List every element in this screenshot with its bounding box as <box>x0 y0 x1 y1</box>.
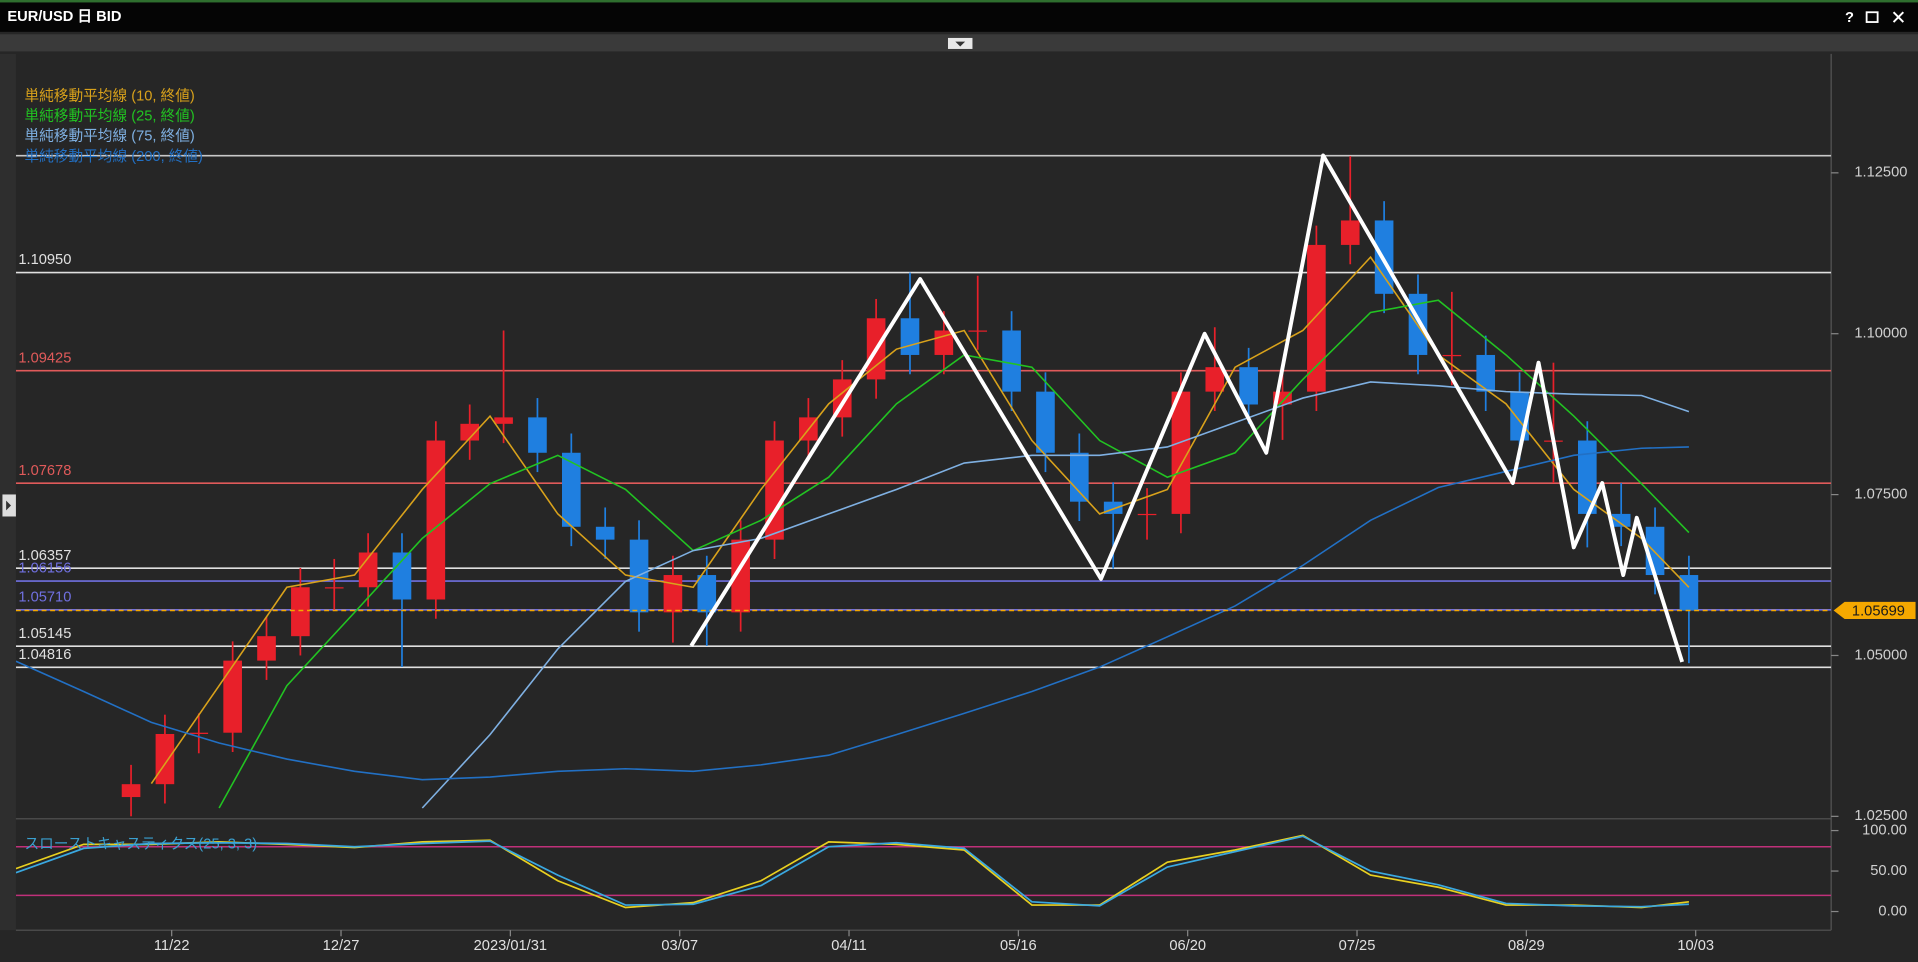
candle-body <box>257 636 276 661</box>
candle-body <box>1307 244 1326 392</box>
legend-entry: 単純移動平均線 (200, 終値) <box>24 148 202 165</box>
y-tick-label: 1.10000 <box>1854 326 1907 342</box>
candle-body <box>291 587 310 637</box>
stochastic-title: スローストキャスティクス(25, 3, 3) <box>24 835 257 852</box>
overlay: 1.02500 1.05000 1.07500 1.10000 1.12500 1.109… <box>18 88 1916 954</box>
x-tick-label: 05/16 <box>1000 938 1037 954</box>
window-title: EUR/USD 日 BID <box>7 8 121 25</box>
price-level-label: 1.04816 <box>18 647 71 663</box>
x-tick-label: 12/27 <box>323 938 360 954</box>
stochastic-line <box>15 835 1689 908</box>
x-tick-label: 11/22 <box>154 938 190 954</box>
candle-body <box>426 440 446 600</box>
candle-body <box>968 330 988 332</box>
candle-body <box>663 575 683 613</box>
moving-average-line <box>150 255 1690 784</box>
candle-body <box>1340 220 1360 245</box>
price-level-label: 1.10950 <box>18 252 71 268</box>
x-tick-label: 07/25 <box>1339 938 1376 954</box>
candle-body <box>1476 354 1496 392</box>
candle-body <box>324 587 344 589</box>
moving-average-line <box>15 446 1689 781</box>
candle-body <box>392 552 412 600</box>
side-panel-arrow <box>6 500 12 511</box>
candle-body <box>1442 354 1462 357</box>
side-strip <box>0 53 16 931</box>
price-level-label: 1.05710 <box>18 589 71 605</box>
title-bar-edge <box>0 0 1918 3</box>
x-tick-label: 04/11 <box>831 938 867 954</box>
candle-body <box>1002 330 1021 392</box>
y-tick-label: 0.00 <box>1878 903 1907 919</box>
x-tick-label: 08/29 <box>1508 938 1545 954</box>
candle-body <box>1171 391 1191 514</box>
candle-body <box>595 526 615 540</box>
candle-body <box>1679 575 1699 611</box>
candle-body <box>900 318 920 355</box>
candle-body <box>697 575 717 613</box>
help-button[interactable]: ? <box>1845 10 1854 26</box>
candle-body <box>1069 452 1089 502</box>
candle-body <box>223 660 242 733</box>
y-tick-label: 1.02500 <box>1854 808 1907 824</box>
candle-body <box>460 423 480 441</box>
x-tick-label: 03/07 <box>661 938 698 954</box>
candle-body <box>1611 513 1631 527</box>
y-tick-label: 1.05000 <box>1854 647 1907 663</box>
y-tick-label: 100.00 <box>1862 822 1907 838</box>
candle-body <box>358 552 378 588</box>
zigzag-annotation <box>689 153 1685 663</box>
title-bar <box>0 0 1918 32</box>
candle-body <box>1137 513 1157 516</box>
price-level-label: 1.05145 <box>18 626 71 642</box>
candle-body <box>1205 367 1225 392</box>
maximize-button[interactable] <box>1865 11 1879 23</box>
current-price-label: 1.05699 <box>1852 604 1905 620</box>
x-tick-label: 06/20 <box>1169 938 1206 954</box>
price-level-label: 1.06357 <box>18 548 71 564</box>
stochastic-pane <box>15 834 1832 909</box>
y-tick-label: 50.00 <box>1870 863 1907 879</box>
legend-entry: 単純移動平均線 (75, 終値) <box>24 128 194 145</box>
close-button[interactable] <box>1892 11 1905 23</box>
y-tick-label: 1.07500 <box>1854 486 1907 502</box>
candle-body <box>155 733 175 785</box>
candle-body <box>562 452 581 527</box>
x-tick-label: 2023/01/31 <box>474 938 547 954</box>
price-level-label: 1.06156 <box>18 561 71 577</box>
candle-body <box>1239 367 1258 405</box>
candle-body <box>494 417 513 424</box>
x-tick-label: 10/03 <box>1677 938 1714 954</box>
candle-body <box>528 417 547 453</box>
candle-body <box>1036 391 1055 453</box>
toolbar-toggle-arrow <box>955 41 966 47</box>
price-level-label: 1.07678 <box>18 463 71 479</box>
legend-entry: 単純移動平均線 (10, 終値) <box>24 88 194 105</box>
moving-average-line <box>421 381 1690 809</box>
legend-entry: 単純移動平均線 (25, 終値) <box>24 108 194 125</box>
price-level-label: 1.09425 <box>18 350 71 366</box>
candle-body <box>189 732 209 734</box>
current-price-tag <box>1833 601 1916 620</box>
candle-body <box>121 784 141 798</box>
y-tick-label: 1.12500 <box>1854 165 1907 181</box>
